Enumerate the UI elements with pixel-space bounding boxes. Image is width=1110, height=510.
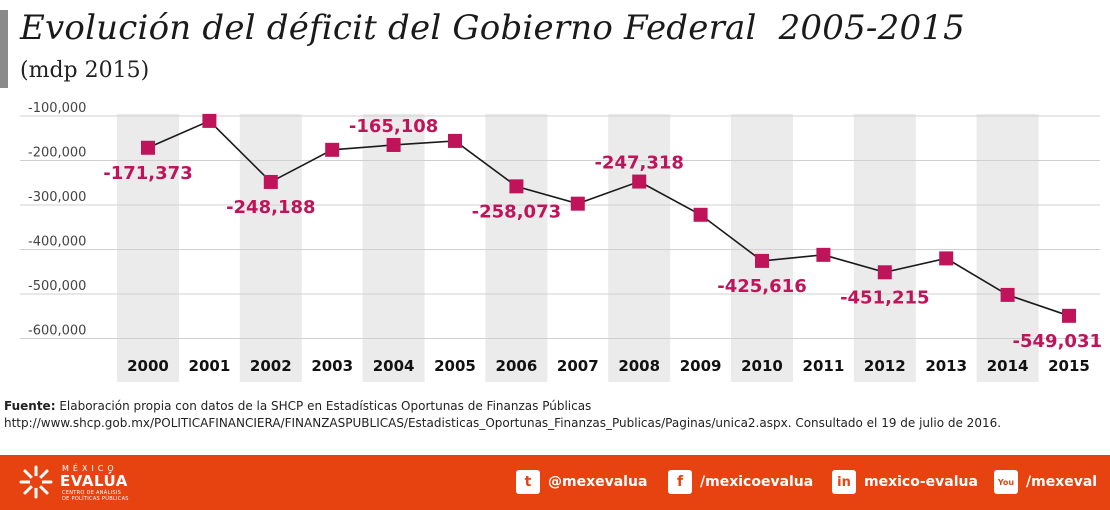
linkedin-handle: mexico-evalua bbox=[864, 474, 978, 490]
data-point-marker bbox=[325, 142, 340, 157]
data-labels: -171,373 -248,188 -165,108 -258,073 -247,318… bbox=[103, 116, 1102, 352]
x-tick-label: 2005 bbox=[434, 357, 476, 375]
column-shade bbox=[117, 114, 179, 382]
column-shade bbox=[239, 114, 302, 382]
data-point-marker bbox=[141, 140, 155, 155]
y-tick-label: -100,000 bbox=[28, 101, 86, 116]
logo-top-text: MÉXICO bbox=[62, 464, 118, 473]
social-linkedin[interactable]: in mexico-evalua bbox=[832, 470, 978, 494]
x-tick-label: 2013 bbox=[925, 357, 967, 375]
y-tick-label: -200,000 bbox=[28, 146, 86, 161]
logo-star-icon bbox=[19, 465, 53, 499]
source-text: Elaboración propia con datos de la SHCP … bbox=[55, 399, 592, 413]
youtube-icon: You bbox=[994, 470, 1018, 494]
column-shade bbox=[853, 114, 916, 382]
data-label: -258,073 bbox=[472, 201, 561, 222]
social-youtube[interactable]: You /mexeval bbox=[994, 470, 1097, 494]
twitter-icon: t bbox=[516, 470, 540, 494]
x-tick-label: 2004 bbox=[373, 357, 415, 375]
x-tick-label: 2003 bbox=[311, 357, 353, 375]
x-tick-label: 2000 bbox=[127, 357, 169, 375]
data-point-marker bbox=[632, 174, 647, 189]
series-line bbox=[147, 119, 1070, 317]
data-point-marker bbox=[386, 137, 401, 152]
column-shade bbox=[976, 114, 1039, 382]
data-label: -171,373 bbox=[103, 163, 192, 184]
data-point-marker bbox=[693, 207, 708, 222]
data-point-marker bbox=[755, 253, 769, 268]
data-label: -451,215 bbox=[840, 287, 929, 308]
data-label: -425,616 bbox=[717, 276, 806, 297]
y-axis-ticks: -100,000 -200,000 -300,000 -400,000 -500,000… bbox=[28, 101, 86, 339]
deficit-line-chart: -100,000 -200,000 -300,000 -400,000 -500,000… bbox=[20, 101, 1102, 382]
x-tick-label: 2007 bbox=[557, 357, 599, 375]
x-tick-label: 2011 bbox=[803, 357, 845, 375]
chart-subtitle: (mdp 2015) bbox=[20, 58, 150, 83]
x-tick-label: 2014 bbox=[987, 357, 1029, 375]
title-accent-bar bbox=[0, 10, 8, 88]
data-point-marker bbox=[202, 113, 217, 128]
source-note: Fuente: Elaboración propia con datos de … bbox=[4, 398, 1001, 432]
data-point-marker bbox=[263, 174, 278, 189]
data-point-marker bbox=[816, 247, 831, 262]
data-point-marker bbox=[877, 265, 892, 280]
column-shade bbox=[608, 114, 671, 382]
x-tick-label: 2008 bbox=[618, 357, 660, 375]
x-axis-ticks: 2000 2001 2002 2003 2004 2005 2006 2007 2008 2009… bbox=[127, 357, 1090, 375]
logo-sub-line-2: DE POLÍTICAS PÚBLICAS bbox=[62, 496, 129, 502]
chart-title: Evolución del déficit del Gobierno Feder… bbox=[20, 8, 965, 48]
column-shading bbox=[117, 114, 1039, 382]
data-point-marker bbox=[1062, 308, 1076, 323]
facebook-handle: /mexicoevalua bbox=[700, 474, 814, 490]
x-tick-label: 2009 bbox=[680, 357, 722, 375]
data-point-marker bbox=[448, 133, 462, 148]
series-line-path bbox=[147, 119, 1070, 317]
x-tick-label: 2010 bbox=[741, 357, 783, 375]
y-tick-label: -400,000 bbox=[28, 235, 86, 250]
data-point-marker bbox=[1000, 287, 1015, 302]
linkedin-icon: in bbox=[832, 470, 856, 494]
twitter-handle: @mexevalua bbox=[548, 474, 648, 490]
facebook-icon: f bbox=[668, 470, 692, 494]
data-point-marker bbox=[939, 251, 954, 266]
data-label: -247,318 bbox=[594, 153, 683, 174]
logo-sub-line-1: CENTRO DE ANÁLISIS bbox=[62, 490, 122, 496]
data-point-marker bbox=[509, 179, 524, 194]
logo-main-text: EVALÚA bbox=[60, 472, 128, 490]
x-tick-label: 2012 bbox=[864, 357, 906, 375]
data-label: -165,108 bbox=[349, 116, 438, 137]
column-shade bbox=[731, 114, 793, 382]
data-point-marker bbox=[570, 196, 585, 211]
source-label: Fuente: bbox=[4, 399, 56, 413]
mexico-evalua-logo: MÉXICO EVALÚA CENTRO DE ANÁLISIS DE POLÍ… bbox=[18, 462, 168, 502]
x-tick-label: 2001 bbox=[189, 357, 231, 375]
social-twitter[interactable]: t @mexevalua bbox=[516, 470, 647, 494]
x-tick-label: 2002 bbox=[250, 357, 292, 375]
grid-lines bbox=[20, 115, 1100, 339]
data-label: -549,031 bbox=[1013, 331, 1102, 352]
social-facebook[interactable]: f /mexicoevalua bbox=[668, 470, 813, 494]
youtube-handle: /mexeval bbox=[1026, 474, 1098, 490]
column-shade bbox=[485, 114, 548, 382]
footer-bar: MÉXICO EVALÚA CENTRO DE ANÁLISIS DE POLÍ… bbox=[0, 455, 1110, 510]
series-markers bbox=[141, 113, 1076, 323]
x-tick-label: 2006 bbox=[496, 357, 538, 375]
y-tick-label: -300,000 bbox=[28, 190, 86, 205]
y-tick-label: -600,000 bbox=[28, 324, 86, 339]
source-url: http://www.shcp.gob.mx/POLITICAFINANCIER… bbox=[4, 416, 1002, 430]
data-label: -248,188 bbox=[226, 197, 315, 218]
y-tick-label: -500,000 bbox=[28, 279, 86, 294]
column-shade bbox=[362, 114, 425, 382]
x-tick-label: 2015 bbox=[1048, 357, 1090, 375]
logo-sub-text: CENTRO DE ANÁLISIS DE POLÍTICAS PÚBLICAS bbox=[62, 490, 129, 502]
